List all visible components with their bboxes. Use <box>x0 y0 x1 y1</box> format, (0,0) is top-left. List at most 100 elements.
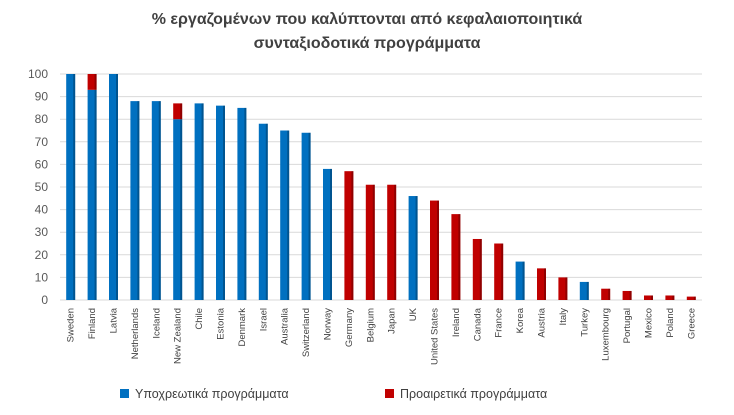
bar-shade <box>437 200 439 300</box>
bar-voluntary <box>173 103 183 120</box>
bar-shade <box>223 105 225 300</box>
bar-mandatory <box>301 132 311 300</box>
bar-shade <box>458 214 461 300</box>
x-tick-label: Chile <box>194 308 205 330</box>
bar-mandatory <box>194 103 204 300</box>
y-tick-label: 10 <box>35 270 49 284</box>
x-tick-label: Poland <box>665 308 676 338</box>
x-tick-label: Japan <box>387 308 398 334</box>
x-tick-label: Australia <box>280 307 291 345</box>
x-tick-label: Turkey <box>579 308 590 337</box>
x-tick-label: Germany <box>344 308 355 347</box>
bar-mandatory <box>109 74 118 300</box>
y-tick-label: 20 <box>35 248 49 262</box>
bar-voluntary <box>622 290 632 300</box>
x-tick-label: Norway <box>323 308 334 340</box>
bar-shade <box>330 168 332 300</box>
bar-shade <box>394 184 397 300</box>
x-tick-label: UK <box>408 307 419 321</box>
chart-title-line-1: % εργαζομένων που καλύπτονται από κεφαλα… <box>152 11 583 28</box>
bar-voluntary <box>537 268 546 300</box>
x-tick-label: Israel <box>258 308 269 331</box>
bar-voluntary <box>87 74 97 90</box>
bar-mandatory <box>323 168 332 300</box>
legend-swatch <box>120 389 129 398</box>
bar-shade <box>94 74 97 90</box>
legend-swatch <box>385 389 394 398</box>
bar-shade <box>501 243 504 300</box>
x-tick-label: Austria <box>537 307 548 337</box>
bar-voluntary <box>430 200 439 300</box>
y-tick-label: 60 <box>35 157 49 171</box>
bar-shade <box>201 103 204 300</box>
bar-shade <box>158 101 161 301</box>
legend-label: Προαιρετικά προγράμματα <box>400 387 547 401</box>
bar-mandatory <box>258 123 268 300</box>
x-tick-label: New Zealand <box>173 308 184 364</box>
y-tick-label: 40 <box>35 203 49 217</box>
bar-voluntary <box>601 288 611 300</box>
bar-mandatory <box>579 281 589 300</box>
chart-title-line-2: συνταξιοδοτικά προγράμματα <box>254 35 481 52</box>
x-tick-label: Denmark <box>237 308 248 347</box>
x-tick-label: France <box>494 308 505 338</box>
y-tick-label: 50 <box>35 180 49 194</box>
bar-shade <box>94 89 97 300</box>
bar-voluntary <box>558 277 568 300</box>
bar-shade <box>244 107 247 301</box>
bar-voluntary <box>344 171 354 300</box>
bar-shade <box>137 101 140 301</box>
bar-shade <box>651 295 653 300</box>
bar-voluntary <box>387 184 397 300</box>
bar-shade <box>693 296 696 300</box>
x-tick-label: Luxembourg <box>601 308 612 361</box>
bar-shade <box>672 295 675 300</box>
x-tick-label: Italy <box>558 308 569 326</box>
x-tick-label: Portugal <box>622 308 633 343</box>
x-tick-label: United States <box>430 308 441 365</box>
x-tick-label: Estonia <box>216 307 227 339</box>
bar-shade <box>608 288 611 300</box>
bar-shade <box>565 277 568 300</box>
bar-shade <box>415 196 418 300</box>
bar-mandatory <box>130 101 140 301</box>
x-tick-label: Iceland <box>151 308 162 339</box>
bar-voluntary <box>472 238 482 300</box>
bar-voluntary <box>686 296 696 300</box>
bar-voluntary <box>451 214 461 300</box>
bar-voluntary <box>665 295 675 300</box>
bar-shade <box>308 132 311 300</box>
bar-shade <box>73 74 76 300</box>
bar-shade <box>544 268 546 300</box>
y-tick-label: 80 <box>35 112 49 126</box>
bar-mandatory <box>87 89 97 300</box>
x-tick-label: Latvia <box>109 307 120 333</box>
bar-mandatory <box>151 101 161 301</box>
x-tick-label: Korea <box>515 307 526 333</box>
x-tick-label: Belgium <box>365 308 376 342</box>
bar-shade <box>586 281 589 300</box>
bar-shade <box>629 290 632 300</box>
y-tick-label: 0 <box>41 293 48 307</box>
x-tick-label: Greece <box>686 308 697 339</box>
bar-shade <box>265 123 268 300</box>
bar-voluntary <box>365 184 375 300</box>
x-tick-label: Netherlands <box>130 308 141 359</box>
x-tick-label: Sweden <box>66 308 77 342</box>
y-tick-label: 100 <box>28 67 48 81</box>
bar-voluntary <box>644 295 653 300</box>
bar-mandatory <box>237 107 247 301</box>
bar-mandatory <box>66 74 76 300</box>
bar-mandatory <box>173 119 183 300</box>
x-tick-label: Canada <box>472 307 483 341</box>
bar-mandatory <box>216 105 225 300</box>
bar-mandatory <box>515 261 525 300</box>
legend-label: Υποχρεωτικά προγράμματα <box>135 387 289 401</box>
bar-shade <box>180 103 183 120</box>
bar-mandatory <box>280 130 290 300</box>
bar-shade <box>372 184 375 300</box>
bar-shade <box>180 119 183 300</box>
bar-mandatory <box>408 196 418 300</box>
x-tick-label: Switzerland <box>301 308 312 357</box>
